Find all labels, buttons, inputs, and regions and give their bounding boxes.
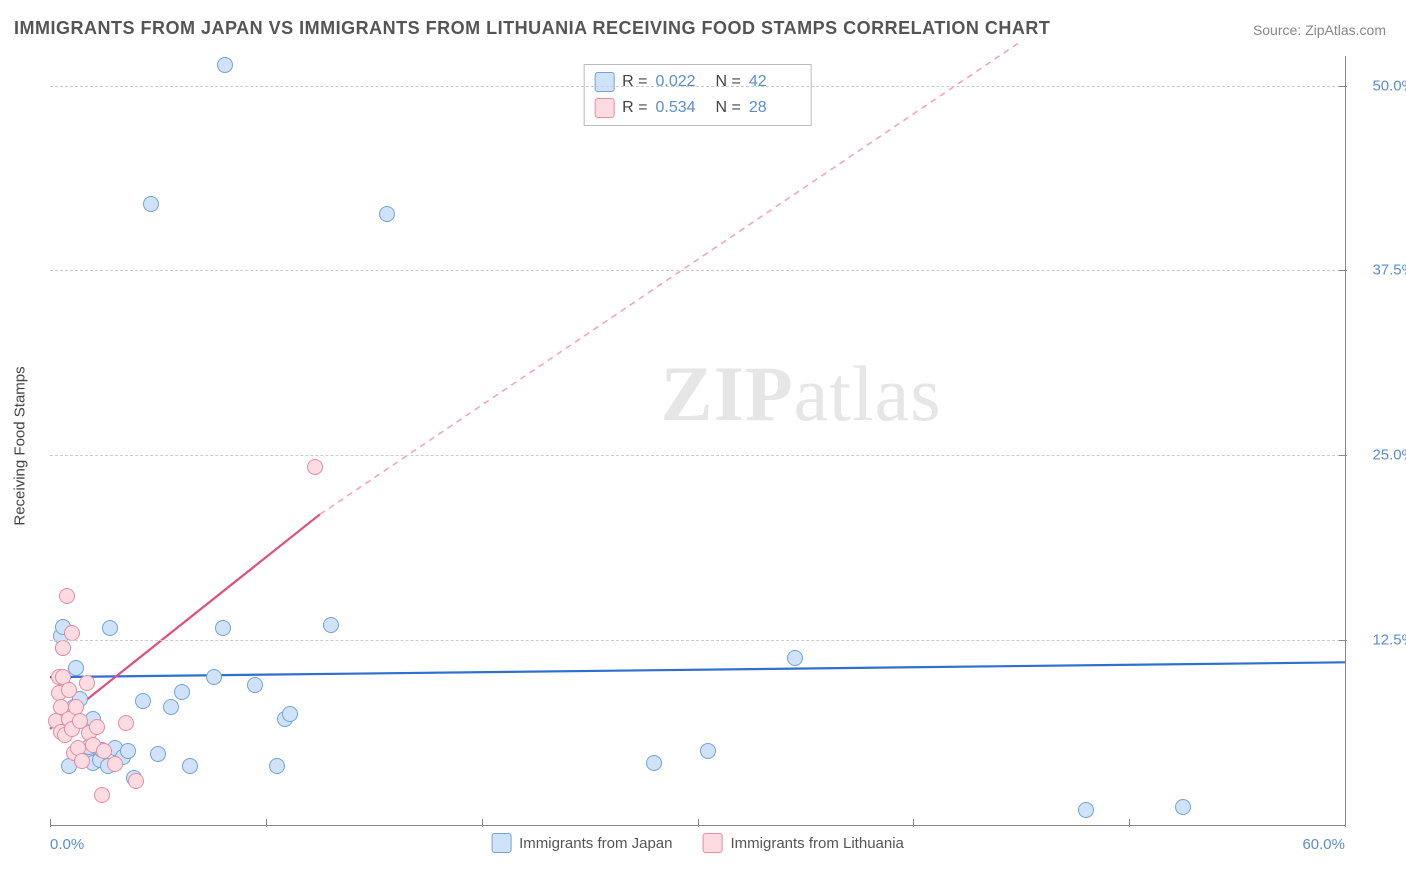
y-tick-label: 25.0% bbox=[1355, 447, 1406, 464]
data-point-lithuania bbox=[55, 640, 71, 656]
data-point-japan bbox=[217, 57, 233, 73]
y-tick-label: 50.0% bbox=[1355, 77, 1406, 94]
legend-item-japan: Immigrants from Japan bbox=[491, 833, 672, 853]
x-tick bbox=[50, 819, 51, 827]
data-point-lithuania bbox=[89, 719, 105, 735]
data-point-lithuania bbox=[107, 756, 123, 772]
x-tick bbox=[1129, 819, 1130, 827]
stats-row-lithuania: R = 0.534 N = 28 bbox=[594, 95, 801, 121]
data-point-japan bbox=[102, 620, 118, 636]
data-point-japan bbox=[646, 755, 662, 771]
y-tick bbox=[1339, 640, 1347, 641]
data-point-japan bbox=[323, 617, 339, 633]
data-point-japan bbox=[150, 746, 166, 762]
x-tick bbox=[266, 819, 267, 827]
data-point-lithuania bbox=[64, 625, 80, 641]
data-point-lithuania bbox=[94, 787, 110, 803]
source-value: ZipAtlas.com bbox=[1305, 22, 1386, 38]
data-point-lithuania bbox=[59, 588, 75, 604]
legend-swatch-japan bbox=[491, 833, 511, 853]
n-value-lithuania: 28 bbox=[749, 99, 801, 117]
legend-swatch-lithuania bbox=[702, 833, 722, 853]
y-tick-label: 37.5% bbox=[1355, 262, 1406, 279]
source-label: Source: bbox=[1253, 22, 1301, 38]
swatch-lithuania bbox=[594, 98, 614, 118]
data-point-japan bbox=[269, 758, 285, 774]
data-point-japan bbox=[143, 196, 159, 212]
stats-row-japan: R = 0.022 N = 42 bbox=[594, 69, 801, 95]
y-tick bbox=[1339, 455, 1347, 456]
y-axis-title: Receiving Food Stamps bbox=[12, 366, 29, 525]
gridline-h bbox=[50, 270, 1345, 271]
x-tick bbox=[1345, 819, 1346, 827]
r-value-lithuania: 0.534 bbox=[656, 99, 708, 117]
data-point-japan bbox=[1078, 802, 1094, 818]
legend-item-lithuania: Immigrants from Lithuania bbox=[702, 833, 903, 853]
data-point-lithuania bbox=[79, 675, 95, 691]
data-point-japan bbox=[120, 743, 136, 759]
gridline-h bbox=[50, 455, 1345, 456]
data-point-japan bbox=[787, 650, 803, 666]
r-label-lithuania: R = bbox=[622, 99, 647, 117]
chart-plot-area: ZIPatlas R = 0.022 N = 42 R = 0.534 N = … bbox=[50, 56, 1346, 826]
data-point-japan bbox=[182, 758, 198, 774]
data-point-japan bbox=[135, 693, 151, 709]
legend-label-japan: Immigrants from Japan bbox=[519, 835, 672, 852]
y-tick-label: 12.5% bbox=[1355, 632, 1406, 649]
x-tick-label: 60.0% bbox=[1302, 836, 1345, 853]
n-label-japan: N = bbox=[716, 73, 741, 91]
x-tick-label: 0.0% bbox=[50, 836, 84, 853]
gridline-h bbox=[50, 640, 1345, 641]
data-point-lithuania bbox=[118, 715, 134, 731]
data-point-japan bbox=[163, 699, 179, 715]
data-point-japan bbox=[282, 706, 298, 722]
gridline-h bbox=[50, 86, 1345, 87]
points-layer bbox=[50, 56, 1345, 825]
data-point-lithuania bbox=[307, 459, 323, 475]
data-point-japan bbox=[700, 743, 716, 759]
y-tick bbox=[1339, 270, 1347, 271]
data-point-japan bbox=[215, 620, 231, 636]
n-value-japan: 42 bbox=[749, 73, 801, 91]
x-tick bbox=[913, 819, 914, 827]
data-point-lithuania bbox=[61, 682, 77, 698]
source-credit: Source: ZipAtlas.com bbox=[1253, 22, 1386, 38]
data-point-lithuania bbox=[128, 773, 144, 789]
r-value-japan: 0.022 bbox=[656, 73, 708, 91]
swatch-japan bbox=[594, 72, 614, 92]
data-point-lithuania bbox=[68, 699, 84, 715]
data-point-japan bbox=[206, 669, 222, 685]
data-point-japan bbox=[1175, 799, 1191, 815]
n-label-lithuania: N = bbox=[716, 99, 741, 117]
data-point-japan bbox=[247, 677, 263, 693]
legend-label-lithuania: Immigrants from Lithuania bbox=[730, 835, 903, 852]
data-point-japan bbox=[174, 684, 190, 700]
x-tick bbox=[698, 819, 699, 827]
stats-legend: R = 0.022 N = 42 R = 0.534 N = 28 bbox=[583, 64, 812, 126]
y-tick bbox=[1339, 86, 1347, 87]
bottom-legend: Immigrants from Japan Immigrants from Li… bbox=[491, 833, 904, 853]
data-point-lithuania bbox=[74, 753, 90, 769]
x-tick bbox=[482, 819, 483, 827]
r-label-japan: R = bbox=[622, 73, 647, 91]
chart-title: IMMIGRANTS FROM JAPAN VS IMMIGRANTS FROM… bbox=[14, 18, 1050, 39]
data-point-japan bbox=[379, 206, 395, 222]
